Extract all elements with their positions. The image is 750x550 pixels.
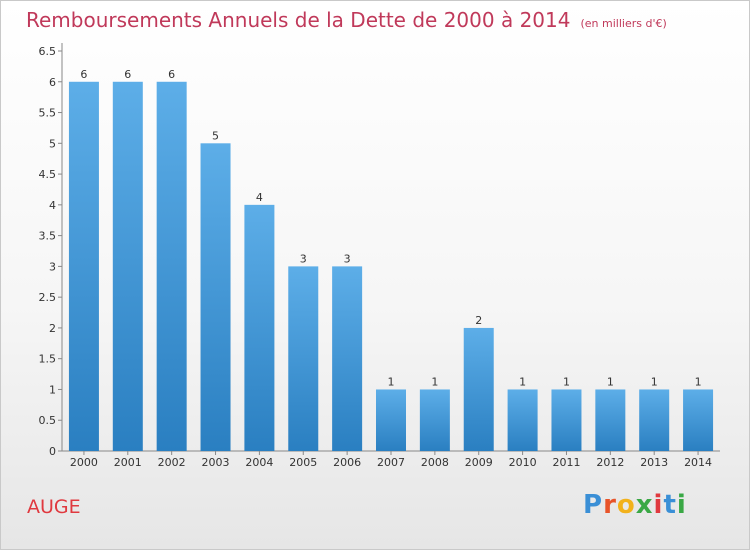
x-tick-label: 2005 [289, 456, 317, 469]
x-tick-label: 2012 [596, 456, 624, 469]
data-label: 1 [695, 375, 702, 388]
bar [156, 81, 187, 452]
y-tick-label: 3.5 [39, 230, 57, 243]
data-label: 1 [388, 375, 395, 388]
commune-name: AUGE [27, 496, 81, 518]
y-tick-label: 5 [49, 137, 56, 150]
bar [376, 389, 406, 451]
x-tick-label: 2014 [684, 456, 712, 469]
x-tick-label: 2008 [421, 456, 449, 469]
x-tick-label: 2011 [552, 456, 580, 469]
chart-title: Remboursements Annuels de la Dette de 20… [26, 8, 667, 32]
data-label: 3 [344, 252, 351, 265]
x-tick-label: 2003 [202, 456, 230, 469]
bar [288, 266, 319, 451]
y-tick-label: 0 [49, 445, 56, 458]
y-tick-label: 2 [49, 322, 56, 335]
x-tick-label: 2010 [509, 456, 537, 469]
x-tick-label: 2004 [245, 456, 273, 469]
x-tick-label: 2002 [158, 456, 186, 469]
data-label: 1 [607, 375, 614, 388]
y-tick-label: 4.5 [39, 168, 57, 181]
bar [639, 389, 670, 451]
y-tick-label: 3 [49, 260, 56, 273]
bar [68, 81, 99, 452]
y-tick-label: 6.5 [39, 45, 57, 58]
data-label: 6 [124, 68, 131, 81]
data-label: 1 [519, 375, 526, 388]
bar [332, 266, 363, 451]
bar [595, 389, 626, 451]
unit-label: (en milliers d'€) [580, 17, 667, 30]
x-tick-label: 2001 [114, 456, 142, 469]
bar [419, 389, 450, 451]
y-tick-label: 0.5 [39, 414, 57, 427]
bar [112, 81, 143, 452]
data-label: 1 [431, 375, 438, 388]
data-label: 2 [475, 314, 482, 327]
y-tick-label: 1 [49, 383, 56, 396]
data-label: 1 [563, 375, 570, 388]
x-tick-label: 2013 [640, 456, 668, 469]
title-text: Remboursements Annuels de la Dette de 20… [26, 8, 571, 32]
y-tick-label: 4 [49, 199, 56, 212]
y-tick-label: 2.5 [39, 291, 57, 304]
proxiti-logo: Proxiti [583, 490, 687, 520]
x-tick-label: 2000 [70, 456, 98, 469]
x-tick-label: 2009 [465, 456, 493, 469]
y-tick-label: 1.5 [39, 353, 57, 366]
data-label: 6 [80, 68, 87, 81]
bar [507, 389, 538, 451]
y-tick-label: 5.5 [39, 107, 57, 120]
bar [200, 143, 231, 452]
data-label: 5 [212, 129, 219, 142]
data-label: 4 [256, 191, 263, 204]
bar [551, 389, 582, 451]
x-tick-label: 2007 [377, 456, 405, 469]
bar [244, 204, 275, 451]
data-label: 3 [300, 252, 307, 265]
data-label: 1 [651, 375, 658, 388]
bar [463, 327, 494, 451]
bar [683, 389, 714, 451]
y-tick-label: 6 [49, 76, 56, 89]
x-tick-label: 2006 [333, 456, 361, 469]
data-label: 6 [168, 68, 175, 81]
